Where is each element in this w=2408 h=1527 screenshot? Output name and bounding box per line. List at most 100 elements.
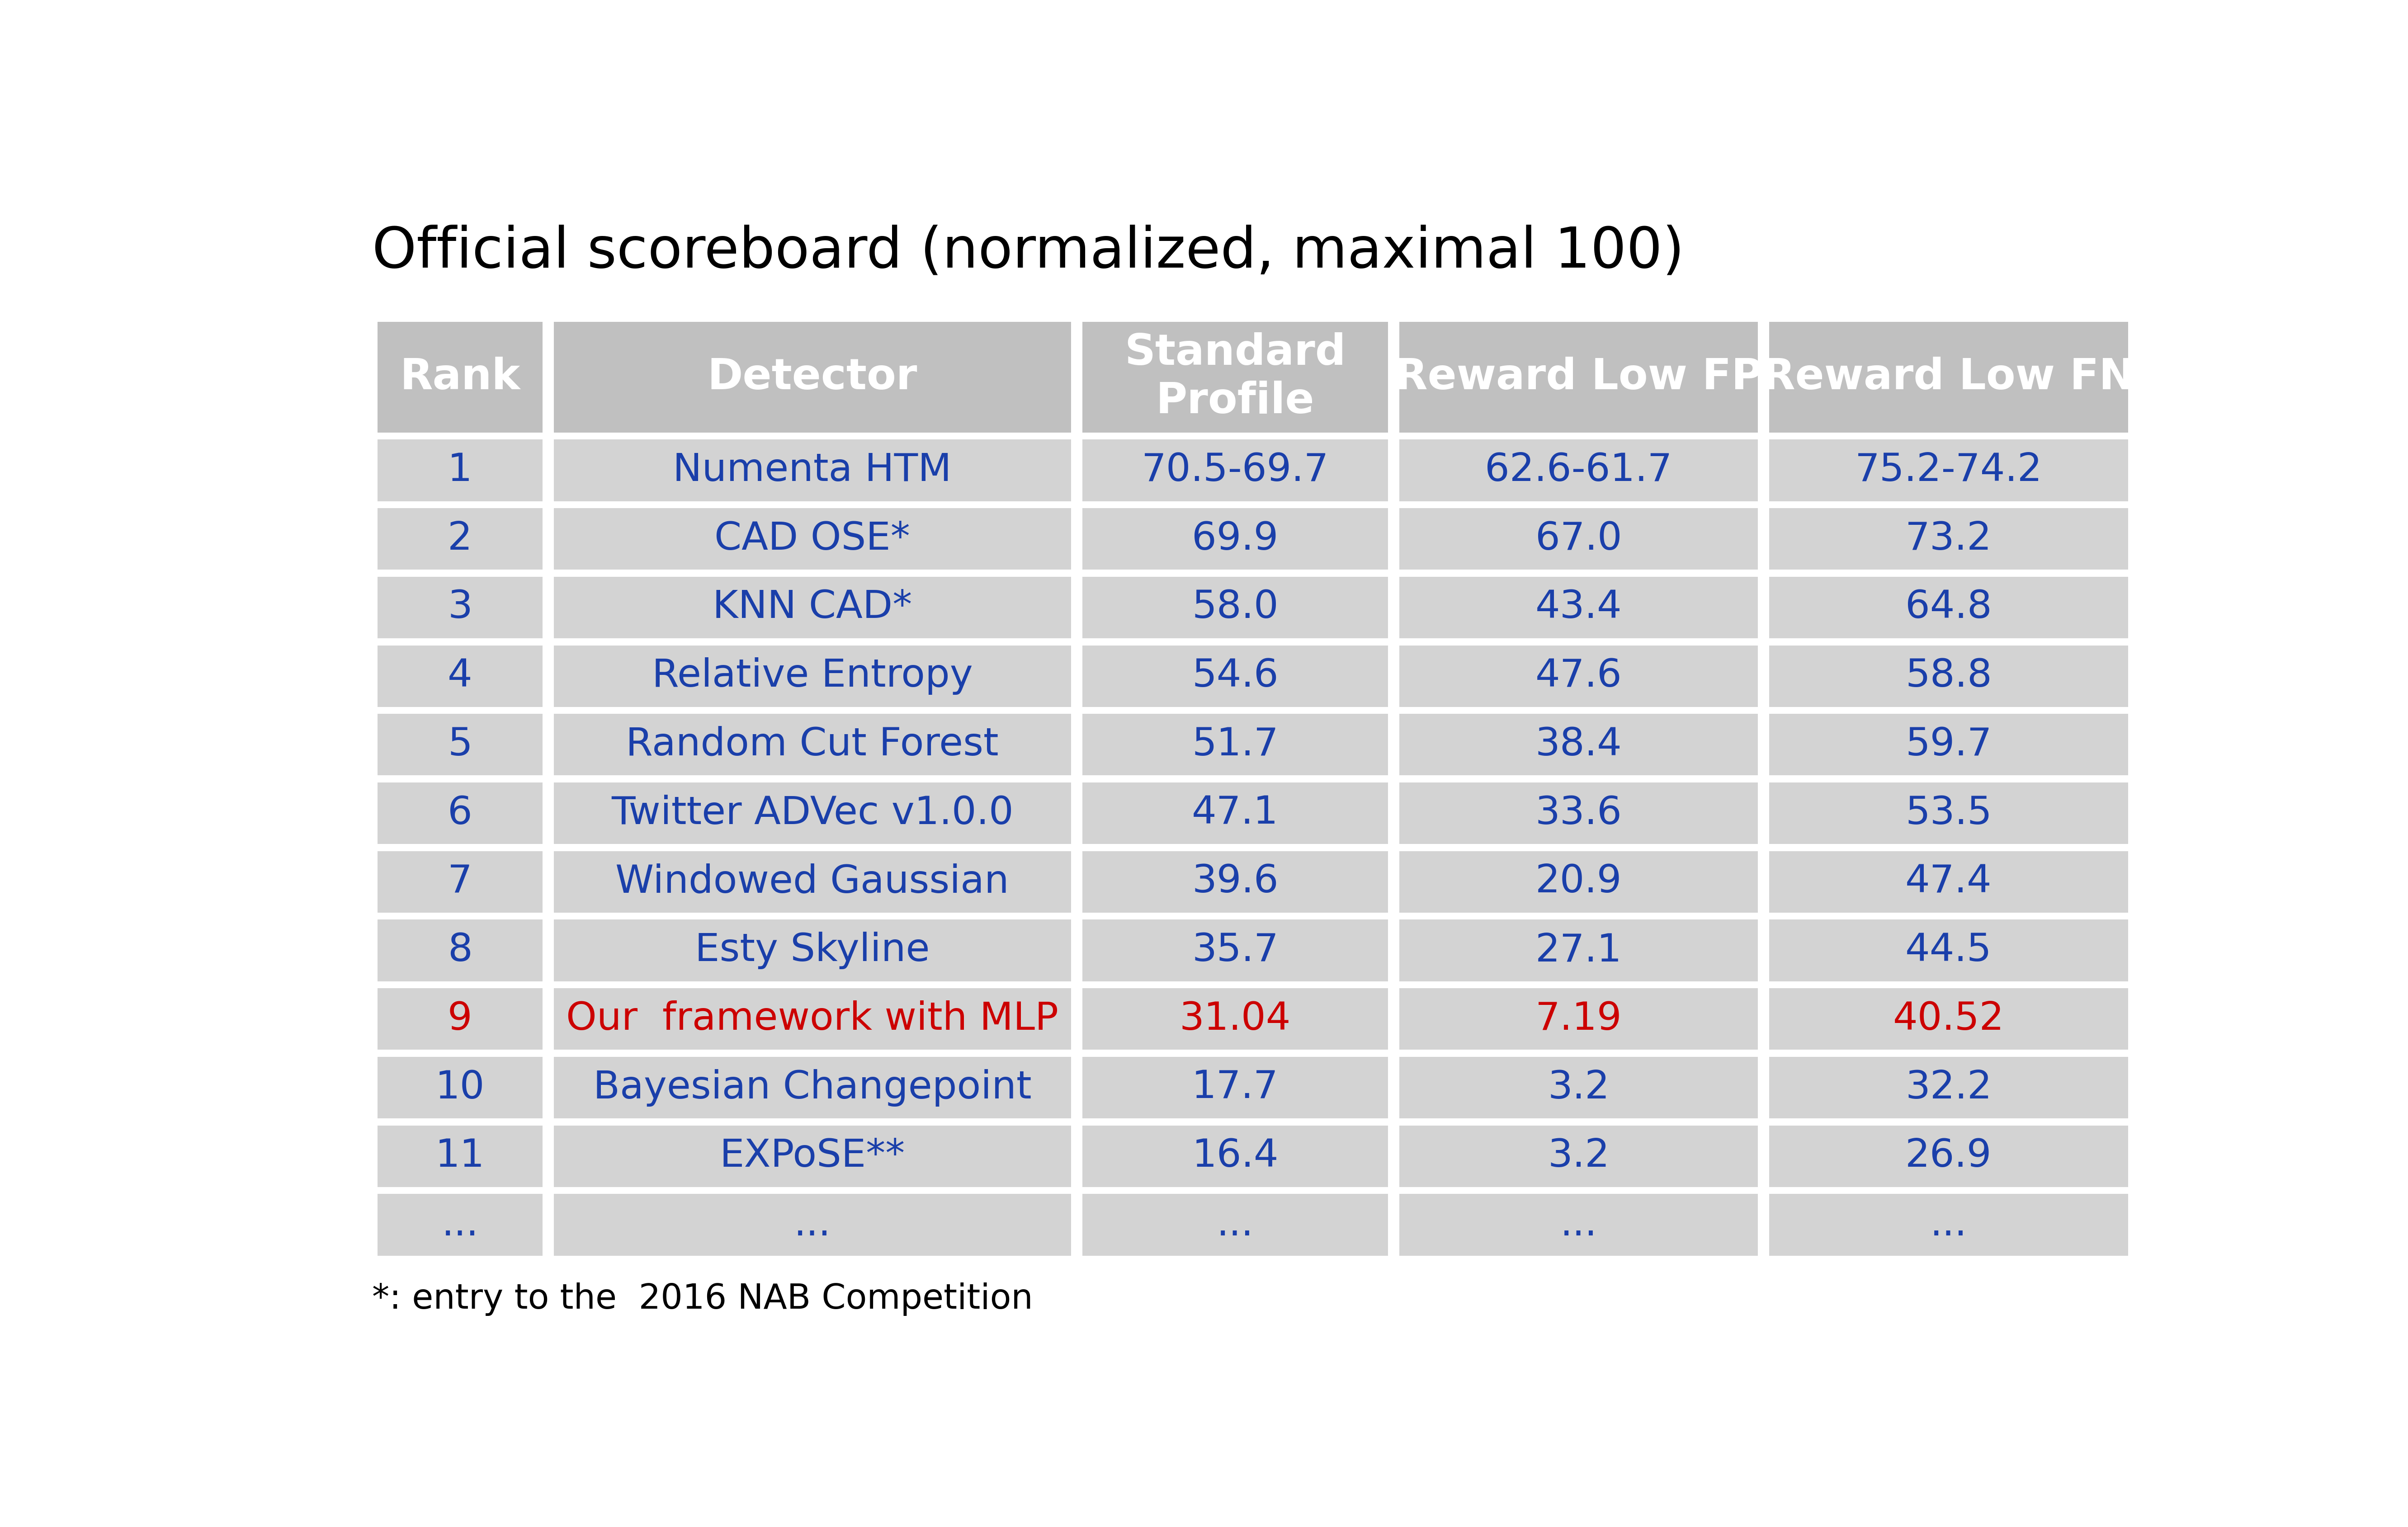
- Text: 58.8: 58.8: [1905, 657, 1991, 695]
- Bar: [1770, 1125, 2129, 1186]
- Bar: [1081, 782, 1387, 844]
- Bar: [1770, 715, 2129, 776]
- Bar: [554, 1125, 1072, 1186]
- Text: Numenta HTM: Numenta HTM: [672, 452, 951, 489]
- Bar: [1081, 1194, 1387, 1255]
- Bar: [378, 988, 542, 1049]
- Bar: [1399, 577, 1758, 638]
- Bar: [554, 988, 1072, 1049]
- Text: 33.6: 33.6: [1536, 794, 1623, 832]
- Text: EXPoSE**: EXPoSE**: [720, 1138, 905, 1174]
- Bar: [1081, 440, 1387, 501]
- Bar: [1770, 440, 2129, 501]
- Text: 43.4: 43.4: [1536, 589, 1623, 626]
- Text: 4: 4: [448, 657, 472, 695]
- Bar: [378, 1125, 542, 1186]
- Text: 35.7: 35.7: [1192, 931, 1279, 970]
- Text: 3.2: 3.2: [1548, 1138, 1609, 1174]
- Text: 5: 5: [448, 725, 472, 764]
- Bar: [1081, 322, 1387, 432]
- Bar: [554, 919, 1072, 982]
- Text: 59.7: 59.7: [1905, 725, 1991, 764]
- Bar: [1399, 715, 1758, 776]
- Text: KNN CAD*: KNN CAD*: [713, 589, 913, 626]
- Text: 47.6: 47.6: [1536, 657, 1623, 695]
- Bar: [1770, 1057, 2129, 1118]
- Text: 27.1: 27.1: [1536, 931, 1623, 970]
- Bar: [1770, 851, 2129, 913]
- Bar: [1399, 508, 1758, 570]
- Bar: [378, 1194, 542, 1255]
- Text: 64.8: 64.8: [1905, 589, 1991, 626]
- Text: 51.7: 51.7: [1192, 725, 1279, 764]
- Bar: [554, 440, 1072, 501]
- Text: ...: ...: [1216, 1206, 1255, 1243]
- Text: 1: 1: [448, 452, 472, 489]
- Text: 70.5-69.7: 70.5-69.7: [1141, 452, 1329, 489]
- Bar: [378, 508, 542, 570]
- Text: 3.2: 3.2: [1548, 1069, 1609, 1107]
- Bar: [1081, 577, 1387, 638]
- Bar: [1770, 782, 2129, 844]
- Text: 11: 11: [436, 1138, 484, 1174]
- Text: *: entry to the  2016 NAB Competition: *: entry to the 2016 NAB Competition: [371, 1283, 1033, 1316]
- Text: CAD OSE*: CAD OSE*: [715, 521, 910, 557]
- Bar: [1399, 988, 1758, 1049]
- Bar: [554, 782, 1072, 844]
- Text: 6: 6: [448, 794, 472, 832]
- Text: ...: ...: [441, 1206, 479, 1243]
- Bar: [1770, 646, 2129, 707]
- Bar: [1399, 851, 1758, 913]
- Bar: [1081, 851, 1387, 913]
- Text: 54.6: 54.6: [1192, 657, 1279, 695]
- Bar: [378, 440, 542, 501]
- Text: 62.6-61.7: 62.6-61.7: [1486, 452, 1674, 489]
- Bar: [1770, 919, 2129, 982]
- Bar: [554, 577, 1072, 638]
- Text: Detector: Detector: [708, 356, 917, 399]
- Text: Reward Low FP: Reward Low FP: [1394, 356, 1763, 399]
- Bar: [1081, 508, 1387, 570]
- Text: 31.04: 31.04: [1180, 1000, 1291, 1038]
- Bar: [1770, 1194, 2129, 1255]
- Bar: [378, 646, 542, 707]
- Bar: [1399, 646, 1758, 707]
- Bar: [1399, 322, 1758, 432]
- Text: 26.9: 26.9: [1905, 1138, 1991, 1174]
- Text: 69.9: 69.9: [1192, 521, 1279, 557]
- Text: 2: 2: [448, 521, 472, 557]
- Text: ...: ...: [1931, 1206, 1967, 1243]
- Text: Esty Skyline: Esty Skyline: [696, 931, 929, 970]
- Text: 58.0: 58.0: [1192, 589, 1279, 626]
- Bar: [378, 782, 542, 844]
- Bar: [378, 577, 542, 638]
- Text: 53.5: 53.5: [1905, 794, 1991, 832]
- Text: 39.6: 39.6: [1192, 863, 1279, 901]
- Bar: [1770, 577, 2129, 638]
- Text: Official scoreboard (normalized, maximal 100): Official scoreboard (normalized, maximal…: [371, 224, 1683, 279]
- Text: Standard
Profile: Standard Profile: [1125, 333, 1346, 421]
- Text: Reward Low FN: Reward Low FN: [1763, 356, 2136, 399]
- Bar: [1399, 1125, 1758, 1186]
- Text: Rank: Rank: [400, 356, 520, 399]
- Text: 8: 8: [448, 931, 472, 970]
- Bar: [1081, 1057, 1387, 1118]
- Text: Twitter ADVec v1.0.0: Twitter ADVec v1.0.0: [612, 794, 1014, 832]
- Bar: [371, 319, 2133, 1260]
- Bar: [378, 322, 542, 432]
- Bar: [554, 646, 1072, 707]
- Bar: [1770, 322, 2129, 432]
- Text: Bayesian Changepoint: Bayesian Changepoint: [592, 1069, 1031, 1107]
- Text: Windowed Gaussian: Windowed Gaussian: [616, 863, 1009, 901]
- Bar: [1399, 919, 1758, 982]
- Bar: [378, 851, 542, 913]
- Bar: [1770, 988, 2129, 1049]
- Text: 38.4: 38.4: [1536, 725, 1623, 764]
- Bar: [554, 715, 1072, 776]
- Bar: [1770, 508, 2129, 570]
- Bar: [554, 508, 1072, 570]
- Text: 10: 10: [436, 1069, 484, 1107]
- Bar: [1081, 646, 1387, 707]
- Text: 73.2: 73.2: [1905, 521, 1991, 557]
- Bar: [1399, 1057, 1758, 1118]
